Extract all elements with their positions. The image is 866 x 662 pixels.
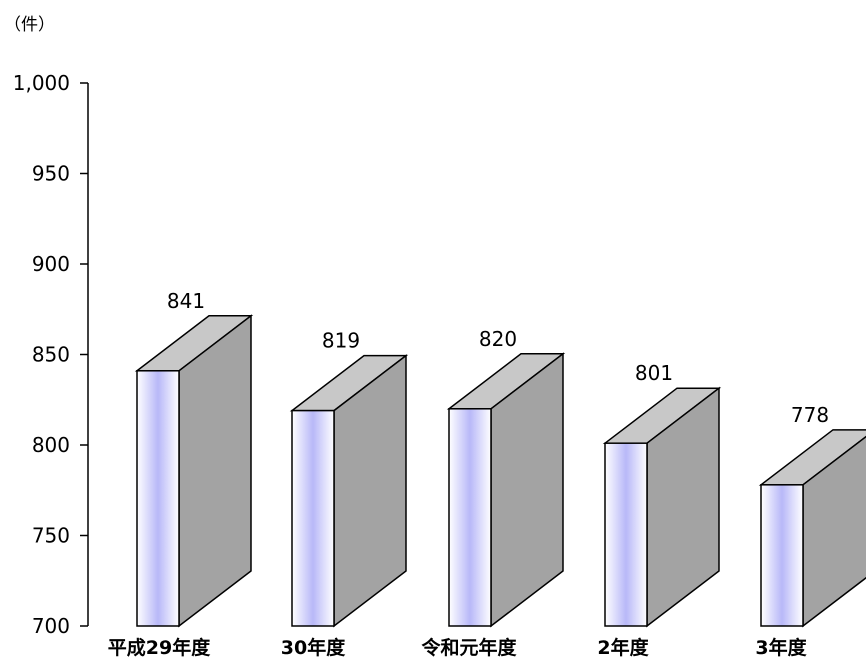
y-tick-label: 700 [32, 614, 70, 638]
y-tick-label: 800 [32, 433, 70, 457]
x-tick-label: 3年度 [755, 636, 807, 659]
bar-front-face [136, 370, 180, 627]
bar [602, 386, 722, 628]
x-tick-label: 令和元年度 [421, 636, 517, 659]
data-label: 841 [167, 289, 205, 313]
bar [758, 429, 866, 628]
bars [134, 314, 866, 628]
y-tick-label: 900 [32, 252, 70, 276]
data-label: 778 [791, 403, 829, 427]
x-tick-label: 30年度 [281, 636, 346, 659]
data-label: 801 [635, 361, 673, 385]
bar-front-face [291, 409, 335, 627]
bar-front-face [604, 442, 648, 627]
bar-front-face [448, 408, 492, 627]
x-tick-label: 平成29年度 [108, 636, 211, 659]
y-tick-label: 850 [32, 343, 70, 367]
bar-side-face [178, 314, 252, 628]
labels: 841 平成29年度 819 30年度 820 令和元年度 801 2年度 778 3年度 [108, 289, 829, 659]
y-tick-label: 950 [32, 162, 70, 186]
x-tick-label: 2年度 [597, 636, 649, 659]
y-tick-label: 1,000 [13, 71, 70, 95]
y-axis-unit-label: （件） [4, 15, 55, 35]
data-label: 820 [479, 327, 517, 351]
bar [289, 354, 409, 628]
bar [134, 314, 254, 628]
bar [446, 352, 566, 628]
data-label: 819 [322, 329, 360, 353]
y-axis: 700 750 800 850 900 950 1,000 [13, 71, 89, 638]
y-tick-label: 750 [32, 524, 70, 548]
bar-front-face [760, 484, 804, 627]
